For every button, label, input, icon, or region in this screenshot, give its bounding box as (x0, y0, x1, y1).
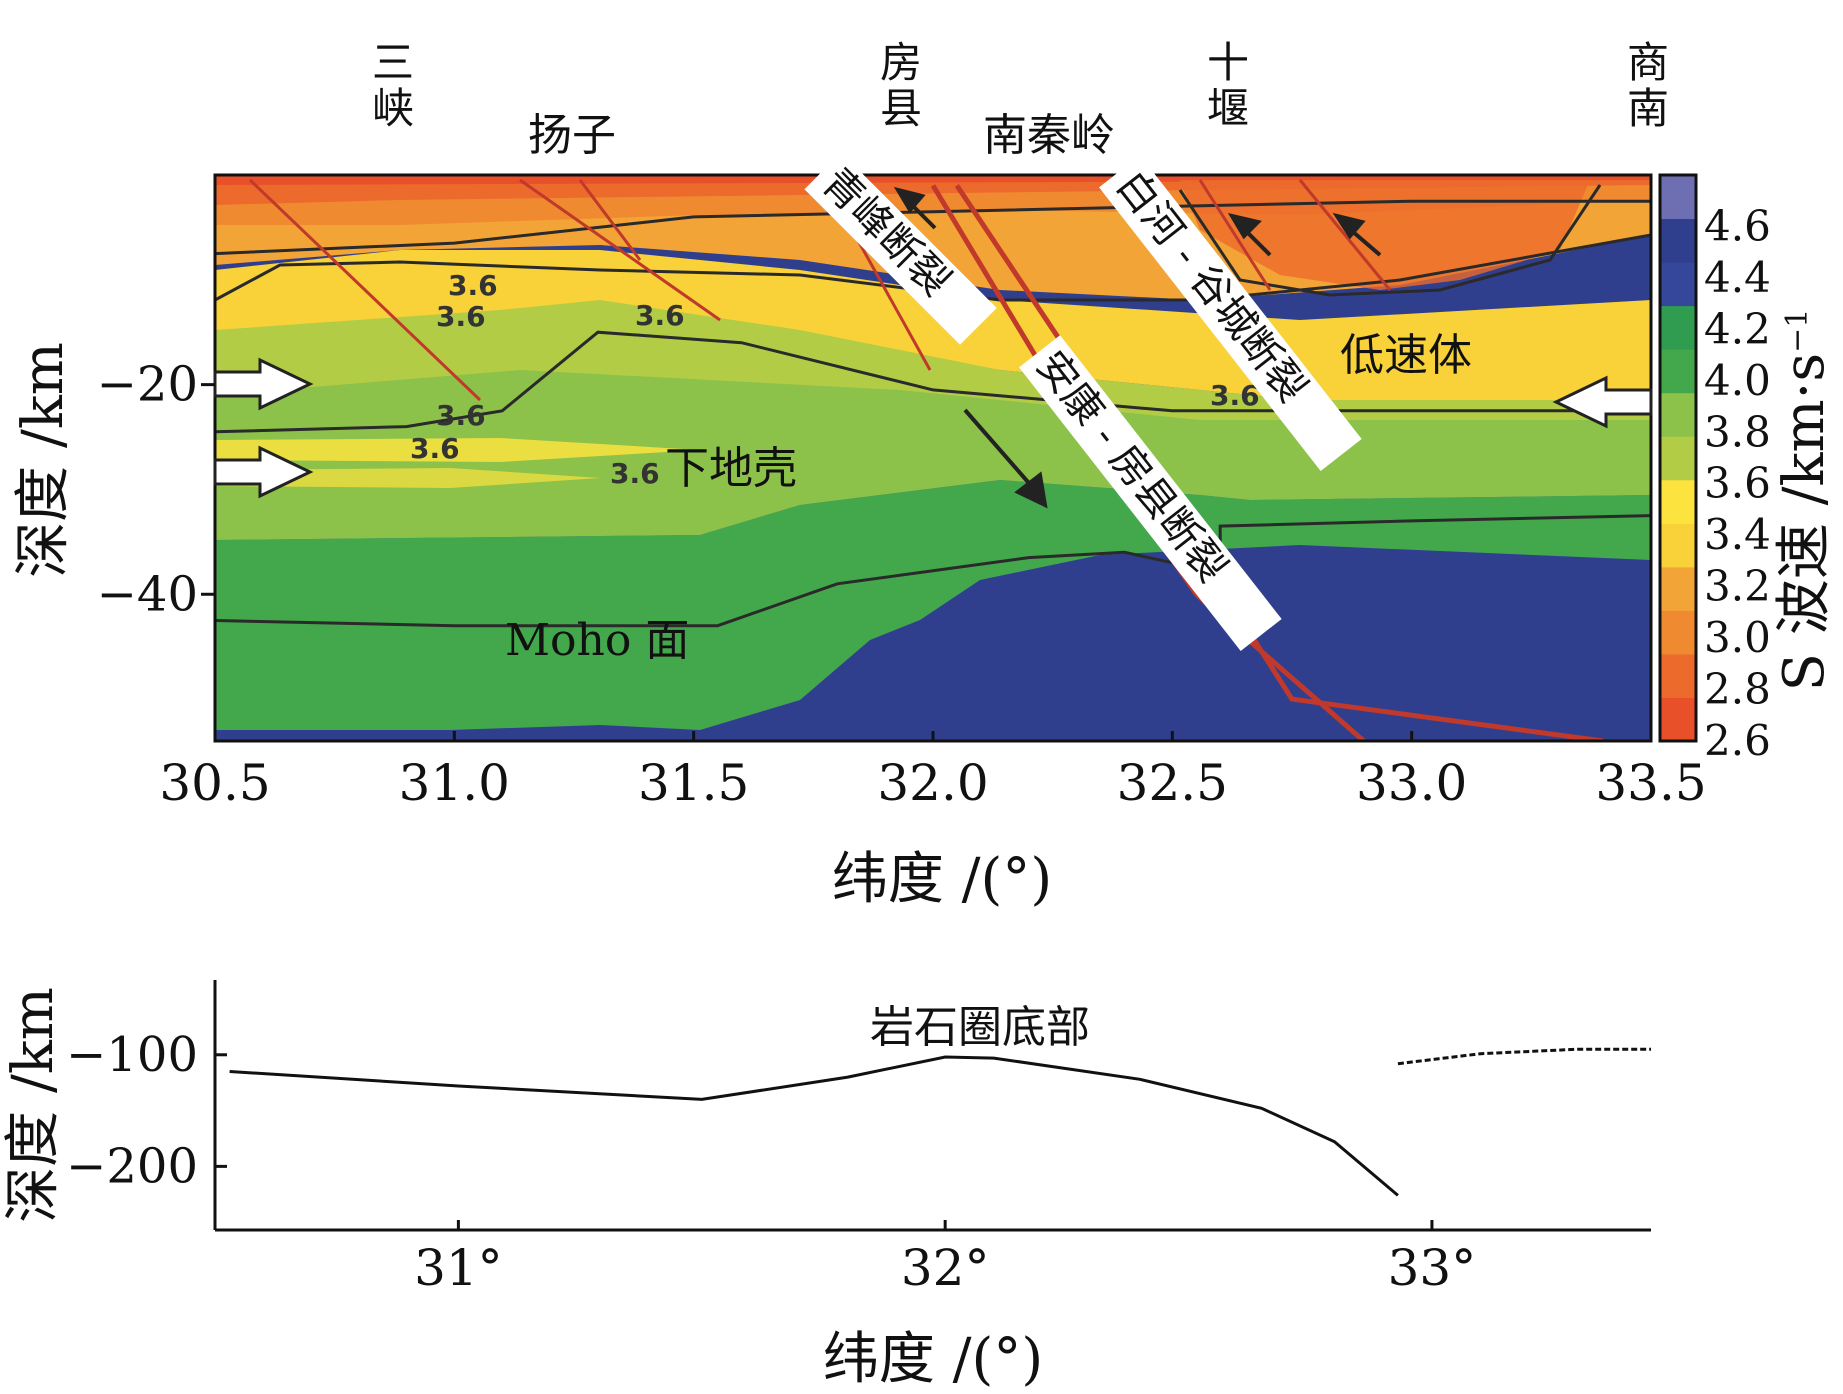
x-tick-label: 33° (1388, 1239, 1477, 1297)
x-tick-label: 31.5 (638, 754, 749, 812)
svg-text:S 波速 /km·s−1: S 波速 /km·s−1 (1772, 309, 1837, 692)
low-velocity-lens-1 (215, 438, 700, 462)
arrow-right-1 (1552, 375, 1653, 429)
colorbar-swatch (1660, 305, 1696, 350)
basin-red (1180, 180, 1590, 290)
place-shiyan: 十堰 (1201, 40, 1250, 132)
colorbar-tick-label: 4.0 (1704, 356, 1771, 405)
colorbar-label-sup: −1 (1780, 309, 1815, 353)
region-south-qinling: 南秦岭 (983, 110, 1115, 161)
colorbar-tick-label: 3.2 (1704, 562, 1771, 611)
y-tick-label: −20 (97, 357, 198, 413)
bottom-y-axis: −100 −200 (66, 1027, 227, 1194)
lithosphere-base-dashed-line (1397, 1047, 1651, 1066)
lithosphere-base-line (229, 1055, 1399, 1197)
region-yangtze: 扬子 (528, 110, 616, 161)
annotation-lower-crust: 下地壳 (665, 443, 797, 494)
contour-upper-boundary (215, 199, 1651, 256)
colorbar-tick-label: 3.8 (1704, 407, 1771, 456)
annotation-moho: Moho 面 (505, 615, 689, 666)
contour-label: 3.6 (610, 457, 660, 490)
colorbar-swatch (1660, 392, 1696, 437)
colorbar-swatch (1660, 697, 1696, 742)
contour-basin (1178, 184, 1602, 297)
colorbar-swatch (1660, 218, 1696, 263)
contour-label: 3.6 (635, 299, 685, 332)
colorbar-swatch (1660, 349, 1696, 394)
top-x-axis-label: 纬度 /(°) (832, 847, 1052, 912)
y-tick-label: −100 (66, 1027, 198, 1083)
x-tick-label: 33.5 (1595, 754, 1706, 812)
contour-label: 3.6 (448, 269, 498, 302)
arrow-left-1 (213, 357, 314, 411)
x-tick-label: 32.0 (877, 754, 988, 812)
y-tick-label: −40 (97, 566, 198, 622)
annotation-low-velocity: 低速体 (1340, 330, 1472, 381)
colorbar-swatch (1660, 479, 1696, 524)
compression-arrows (213, 357, 1653, 499)
bottom-x-axis-label: 纬度 /(°) (823, 1327, 1043, 1392)
place-fangxian: 房县 (874, 40, 923, 132)
colorbar-label-text: S 波速 /km·s (1772, 353, 1837, 691)
colorbar-tick-label: 2.6 (1704, 716, 1771, 765)
colorbar-tick-label: 4.2 (1704, 304, 1771, 353)
arrow-left-2 (213, 445, 314, 499)
colorbar-swatch (1660, 610, 1696, 655)
bottom-x-axis: 31° 32° 33° (414, 1220, 1476, 1297)
top-x-axis: 30.5 31.0 31.5 32.0 32.5 33.0 33.5 (159, 731, 1707, 812)
place-sanxia: 三峡 (366, 40, 415, 132)
lithosphere-plot (213, 980, 1651, 1232)
contour-labels: 3.6 3.6 3.6 3.6 3.6 3.6 3.6 (410, 269, 1260, 490)
contour-label: 3.6 (1210, 379, 1260, 412)
contour-label: 3.6 (436, 399, 486, 432)
layer-green-light (215, 270, 1651, 420)
motion-arrows (893, 186, 1382, 509)
colorbar-swatch (1660, 653, 1696, 698)
colorbar-tick-label: 2.8 (1704, 665, 1771, 714)
x-tick-label: 31° (414, 1239, 503, 1297)
x-tick-label: 30.5 (159, 754, 270, 812)
colorbar: 2.62.83.03.23.43.63.84.04.24.44.6 (1658, 173, 1771, 765)
place-shangnan: 商南 (1621, 40, 1670, 132)
annotation-lithosphere-base: 岩石圈底部 (870, 1002, 1090, 1053)
bottom-y-axis-label: 深度 /km (1, 987, 66, 1223)
colorbar-tick-label: 4.6 (1704, 201, 1771, 250)
colorbar-swatch (1660, 523, 1696, 568)
top-y-axis: −20 −40 (97, 357, 215, 622)
contour-label: 3.6 (410, 432, 460, 465)
contour-label: 3.6 (436, 300, 486, 333)
colorbar-tick-label: 3.6 (1704, 459, 1771, 508)
colorbar-tick-label: 3.4 (1704, 510, 1771, 559)
x-tick-label: 32° (901, 1239, 990, 1297)
y-tick-label: −200 (66, 1138, 198, 1194)
layer-shallow-red (215, 175, 1651, 185)
colorbar-frame (1658, 173, 1698, 743)
colorbar-swatch (1660, 175, 1696, 220)
colorbar-swatch (1660, 262, 1696, 307)
x-tick-label: 33.0 (1356, 754, 1467, 812)
contour-moho (215, 514, 1651, 628)
colorbar-tick-label: 4.4 (1704, 253, 1771, 302)
layer-green-dark (215, 480, 1651, 730)
colorbar-label: S 波速 /km·s−1 (1772, 309, 1837, 692)
colorbar-swatch (1660, 436, 1696, 481)
place-labels: 三峡 房县 十堰 商南 (366, 40, 1670, 132)
x-tick-label: 32.5 (1117, 754, 1228, 812)
layer-green-mid (215, 360, 1651, 540)
colorbar-swatch (1660, 566, 1696, 611)
contour-shallow-boundary (215, 233, 1651, 302)
colorbar-tick-label: 3.0 (1704, 613, 1771, 662)
x-tick-label: 31.0 (399, 754, 510, 812)
top-y-axis-label: 深度 /km (11, 342, 76, 578)
